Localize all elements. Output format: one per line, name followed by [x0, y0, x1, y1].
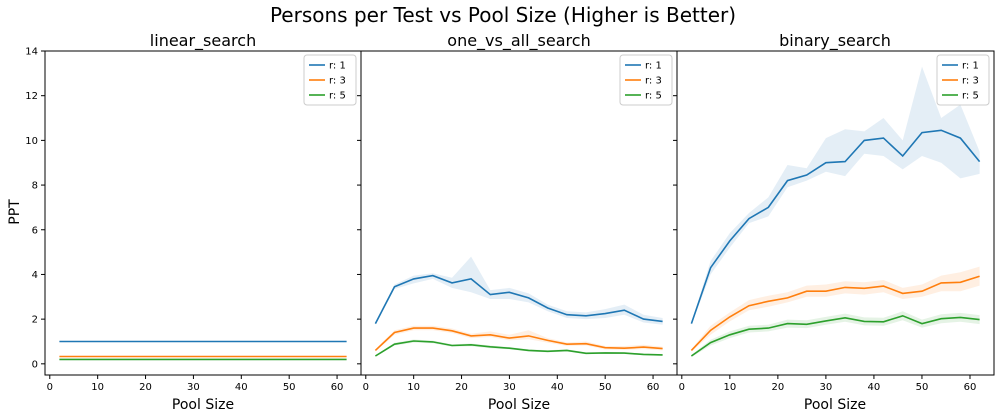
- y-tick-label: 10: [25, 136, 38, 147]
- series-band-r3: [691, 266, 980, 352]
- x-tick-label: 40: [551, 382, 564, 393]
- x-tick-label: 10: [723, 382, 736, 393]
- figure-title: Persons per Test vs Pool Size (Higher is…: [270, 3, 736, 27]
- legend: r: 1 r: 3 r: 5: [303, 54, 357, 106]
- x-tick-label: 30: [187, 382, 200, 393]
- series-band-r5: [691, 311, 980, 358]
- x-tick-label: 60: [647, 382, 660, 393]
- legend-entry: r: 3: [645, 76, 662, 87]
- series-band-r1: [375, 256, 663, 325]
- plot-area: [690, 66, 981, 358]
- y-tick-label: 12: [25, 91, 38, 102]
- x-tick-label: 60: [964, 382, 977, 393]
- y-tick-label: 4: [32, 270, 38, 281]
- x-tick-label: 30: [503, 382, 516, 393]
- x-tick-label: 30: [820, 382, 833, 393]
- x-axis-label: Pool Size: [172, 397, 234, 413]
- x-tick-label: 50: [599, 382, 612, 393]
- x-tick-label: 10: [91, 382, 104, 393]
- subplot-binary-search: binary_search Pool Size 0 10 20 30 40 50 60 r: …: [673, 31, 995, 413]
- y-tick-label: 2: [32, 315, 38, 326]
- y-tick-label: 6: [32, 225, 38, 236]
- x-tick-label: 40: [235, 382, 248, 393]
- x-axis-label: Pool Size: [804, 397, 866, 413]
- plot-area: [374, 256, 663, 357]
- y-tick-label: 8: [32, 181, 38, 192]
- legend-box: [936, 54, 990, 106]
- series-line-r1: [690, 129, 981, 324]
- y-tick-label: 0: [32, 359, 38, 370]
- legend-entry: r: 1: [645, 61, 662, 72]
- legend-box: [619, 54, 673, 106]
- x-tick-label: 0: [363, 382, 369, 393]
- legend-entry: r: 3: [329, 76, 346, 87]
- legend-entry: r: 5: [645, 91, 662, 102]
- legend-box: [303, 54, 357, 106]
- subplot-title: one_vs_all_search: [447, 31, 590, 51]
- legend: r: 1 r: 3 r: 5: [619, 54, 673, 106]
- series-line-r3: [374, 327, 663, 351]
- subplot-one-vs-all-search: one_vs_all_search Pool Size 0 10 20 30 40 50 6…: [357, 31, 678, 413]
- subplot-linear-search: linear_search PPT Pool Size 0 10 20 30 40 50 6…: [7, 31, 362, 413]
- subplot-title: binary_search: [779, 31, 891, 51]
- legend-entry: r: 5: [329, 91, 346, 102]
- plot-area: [59, 340, 347, 361]
- x-tick-label: 50: [283, 382, 296, 393]
- y-axis-label: PPT: [7, 199, 23, 225]
- x-tick-label: 20: [771, 382, 784, 393]
- x-tick-label: 0: [679, 382, 685, 393]
- legend-entry: r: 3: [962, 76, 979, 87]
- x-axis-label: Pool Size: [488, 397, 550, 413]
- x-tick-label: 10: [407, 382, 420, 393]
- legend-entry: r: 1: [962, 61, 979, 72]
- x-tick-label: 60: [331, 382, 344, 393]
- series-line-r3: [690, 275, 980, 351]
- series-line-r5: [690, 314, 980, 357]
- legend: r: 1 r: 3 r: 5: [936, 54, 990, 106]
- x-tick-label: 20: [139, 382, 152, 393]
- x-tick-label: 40: [868, 382, 881, 393]
- legend-entry: r: 1: [329, 61, 346, 72]
- x-tick-label: 20: [455, 382, 468, 393]
- x-tick-label: 50: [916, 382, 929, 393]
- x-tick-label: 0: [47, 382, 53, 393]
- axes-frame: [676, 50, 995, 376]
- series-line-r5: [374, 340, 663, 357]
- series-band-r1: [691, 66, 980, 325]
- y-tick-label: 14: [25, 47, 38, 58]
- legend-entry: r: 5: [962, 91, 979, 102]
- subplot-title: linear_search: [150, 31, 256, 51]
- series-line-r1: [374, 274, 663, 324]
